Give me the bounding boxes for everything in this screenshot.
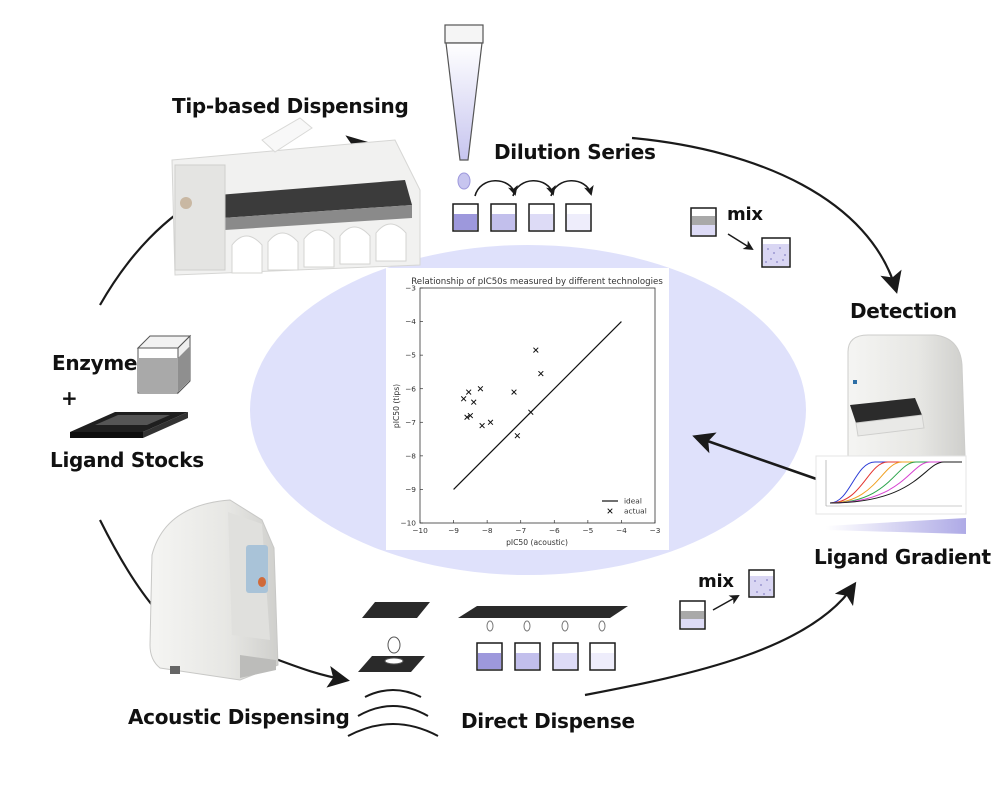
arrow-to-chart <box>692 432 829 485</box>
y-tick-label: −10 <box>400 519 416 528</box>
dilution-hop-arrows <box>474 180 594 197</box>
actual-point <box>477 385 484 392</box>
pic50-scatter-chart: Relationship of pIC50s measured by diffe… <box>392 277 663 547</box>
direct-dispense-wells <box>476 642 616 671</box>
tip-dispensing-label: Tip-based Dispensing <box>172 94 409 118</box>
x-tick-label: −4 <box>616 526 627 535</box>
y-tick-label: −7 <box>405 418 416 427</box>
x-axis-label: pIC50 (acoustic) <box>506 538 568 547</box>
direct-dispense-label: Direct Dispense <box>461 709 635 733</box>
plate-reader-icon <box>847 334 966 466</box>
actual-point <box>465 389 472 395</box>
actual-point <box>487 419 494 426</box>
legend-actual-swatch <box>607 508 613 514</box>
actual-point <box>528 409 534 415</box>
x-tick-label: −6 <box>549 526 560 535</box>
microplate-icon <box>70 412 188 438</box>
y-tick-label: −6 <box>405 384 416 393</box>
actual-point <box>479 422 485 429</box>
plus-label: + <box>61 386 78 410</box>
legend-actual-label: actual <box>624 507 647 516</box>
y-tick-label: −4 <box>405 317 416 326</box>
dose-response-curves-icon <box>815 455 967 534</box>
liquid-handler-robot-icon <box>171 117 421 276</box>
ligand-stocks-label: Ligand Stocks <box>50 448 204 472</box>
x-tick-label: −7 <box>515 526 526 535</box>
actual-point <box>514 432 521 439</box>
actual-point <box>464 414 470 421</box>
y-tick-label: −8 <box>405 451 416 460</box>
actual-point <box>460 396 467 402</box>
ideal-line <box>453 321 622 490</box>
mix-top-graphic <box>690 207 791 268</box>
y-tick-label: −3 <box>405 284 416 293</box>
pic50-chart-panel: Relationship of pIC50s measured by diffe… <box>386 268 669 550</box>
ligand-gradient-label: Ligand Gradient <box>814 545 991 569</box>
x-tick-label: −5 <box>582 526 593 535</box>
enzyme-label: Enzyme <box>52 351 138 375</box>
pipette-tip-icon <box>444 24 484 190</box>
actual-point <box>533 347 539 353</box>
dilution-wells <box>452 203 592 232</box>
acoustic-dispensing-label: Acoustic Dispensing <box>128 705 350 729</box>
dilution-series-label: Dilution Series <box>494 140 656 164</box>
legend-ideal-label: ideal <box>624 497 642 506</box>
arrow-to-ligand-gradient <box>584 581 857 697</box>
actual-point <box>511 389 517 395</box>
mix-top-label: mix <box>727 204 763 225</box>
actual-point <box>467 412 474 419</box>
y-axis-label: pIC50 (tips) <box>392 384 401 428</box>
chart-title: Relationship of pIC50s measured by diffe… <box>411 277 663 287</box>
x-tick-label: −3 <box>650 526 661 535</box>
acoustic-mechanism-icon <box>358 602 430 672</box>
x-tick-label: −10 <box>412 526 428 535</box>
direct-dispense-plate <box>458 606 628 632</box>
enzyme-container-icon <box>136 334 192 395</box>
mix-bottom-graphic <box>679 569 775 630</box>
x-tick-label: −9 <box>448 526 459 535</box>
detection-label: Detection <box>850 299 957 323</box>
sound-wave-icon <box>347 689 439 737</box>
x-tick-label: −8 <box>482 526 493 535</box>
y-tick-label: −9 <box>405 485 416 494</box>
arrow-to-detection <box>631 136 902 294</box>
actual-point <box>538 370 544 377</box>
y-tick-label: −5 <box>405 351 416 360</box>
acoustic-dispenser-icon <box>149 499 279 681</box>
arrow-acoustic-to-dispense <box>272 656 350 688</box>
actual-point <box>470 399 477 405</box>
mix-bottom-label: mix <box>698 571 734 592</box>
